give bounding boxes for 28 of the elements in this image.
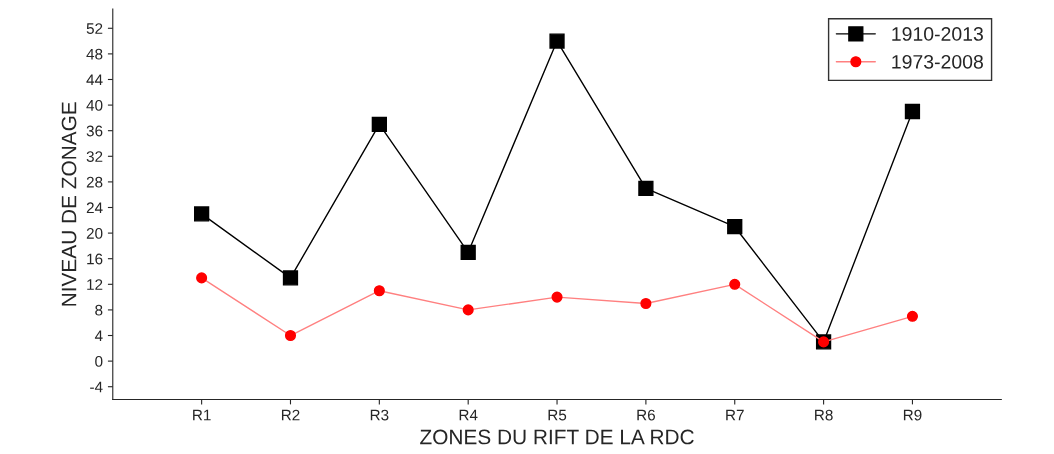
y-tick-label: 28 [86, 176, 103, 188]
y-tick-label: 36 [86, 125, 103, 137]
x-tick-label: R1 [193, 409, 211, 421]
y-tick-label: -4 [90, 381, 103, 393]
x-axis-title: ZONES DU RIFT DE LA RDC [420, 429, 694, 445]
y-tick-label: 16 [87, 253, 103, 265]
x-tick-label: R4 [459, 409, 478, 421]
y-tick-label: 40 [86, 99, 103, 111]
x-tick-label: R6 [637, 409, 655, 421]
y-tick-label: 8 [95, 304, 103, 316]
legend-label: 1910-2013 [892, 27, 983, 41]
y-tick-label: 44 [86, 74, 103, 86]
y-tick-label: 4 [94, 330, 103, 342]
y-tick-label: 32 [86, 151, 103, 162]
x-tick-label: R9 [903, 409, 922, 421]
y-tick-label: 24 [86, 202, 103, 214]
y-axis-title: NIVEAU DE ZONAGE [61, 102, 77, 306]
y-tick-label: 12 [87, 279, 103, 290]
y-tick-label: 48 [86, 48, 103, 60]
x-tick-label: R2 [281, 409, 300, 421]
x-tick-label: R8 [815, 409, 833, 421]
x-tick-label: R5 [548, 409, 567, 421]
x-tick-label: R3 [370, 409, 389, 421]
legend-label: 1973-2008 [892, 54, 983, 69]
y-tick-label: 0 [95, 355, 103, 367]
y-tick-label: 52 [86, 23, 103, 34]
y-tick-label: 20 [86, 227, 103, 239]
x-tick-label: R7 [726, 409, 744, 421]
